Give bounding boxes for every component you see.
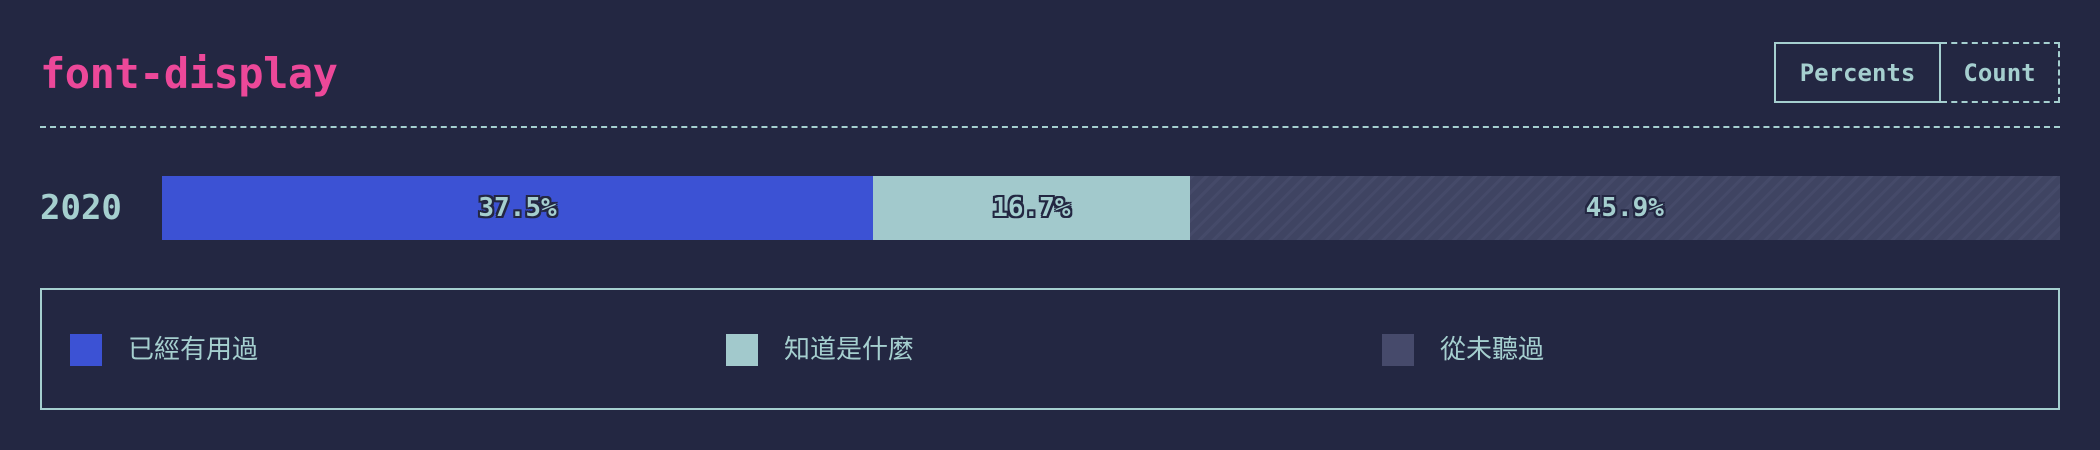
count-toggle-button[interactable]: Count (1941, 42, 2060, 103)
bar-segment-heard[interactable]: 16.7% (873, 176, 1190, 240)
legend-item-heard[interactable]: 知道是什麼 (726, 334, 914, 366)
bar-value-label: 37.5% (478, 193, 557, 223)
legend-item-never[interactable]: 從未聽過 (1382, 334, 1544, 366)
legend-swatch (726, 334, 758, 366)
legend-label: 知道是什麼 (784, 335, 915, 365)
legend-swatch (70, 334, 102, 366)
bar-value-label: 45.9% (1585, 193, 1664, 223)
view-toggle: Percents Count (1774, 42, 2060, 103)
row-label-2020: 2020 (40, 188, 122, 228)
legend-label: 已經有用過 (128, 335, 259, 365)
chart-title: font-display (40, 49, 338, 98)
legend-label: 從未聽過 (1440, 335, 1545, 365)
bar-segment-never[interactable]: 45.9% (1189, 176, 2060, 240)
percents-toggle-button[interactable]: Percents (1774, 42, 1941, 103)
legend-item-used[interactable]: 已經有用過 (70, 334, 258, 366)
legend: 已經有用過 知道是什麼 從未聽過 (40, 288, 2060, 410)
stacked-bar-2020: 37.5% 16.7% 45.9% (162, 176, 2060, 240)
bar-segment-used[interactable]: 37.5% (162, 176, 874, 240)
legend-swatch (1382, 334, 1414, 366)
header-divider (40, 126, 2060, 128)
bar-value-label: 16.7% (992, 193, 1071, 223)
